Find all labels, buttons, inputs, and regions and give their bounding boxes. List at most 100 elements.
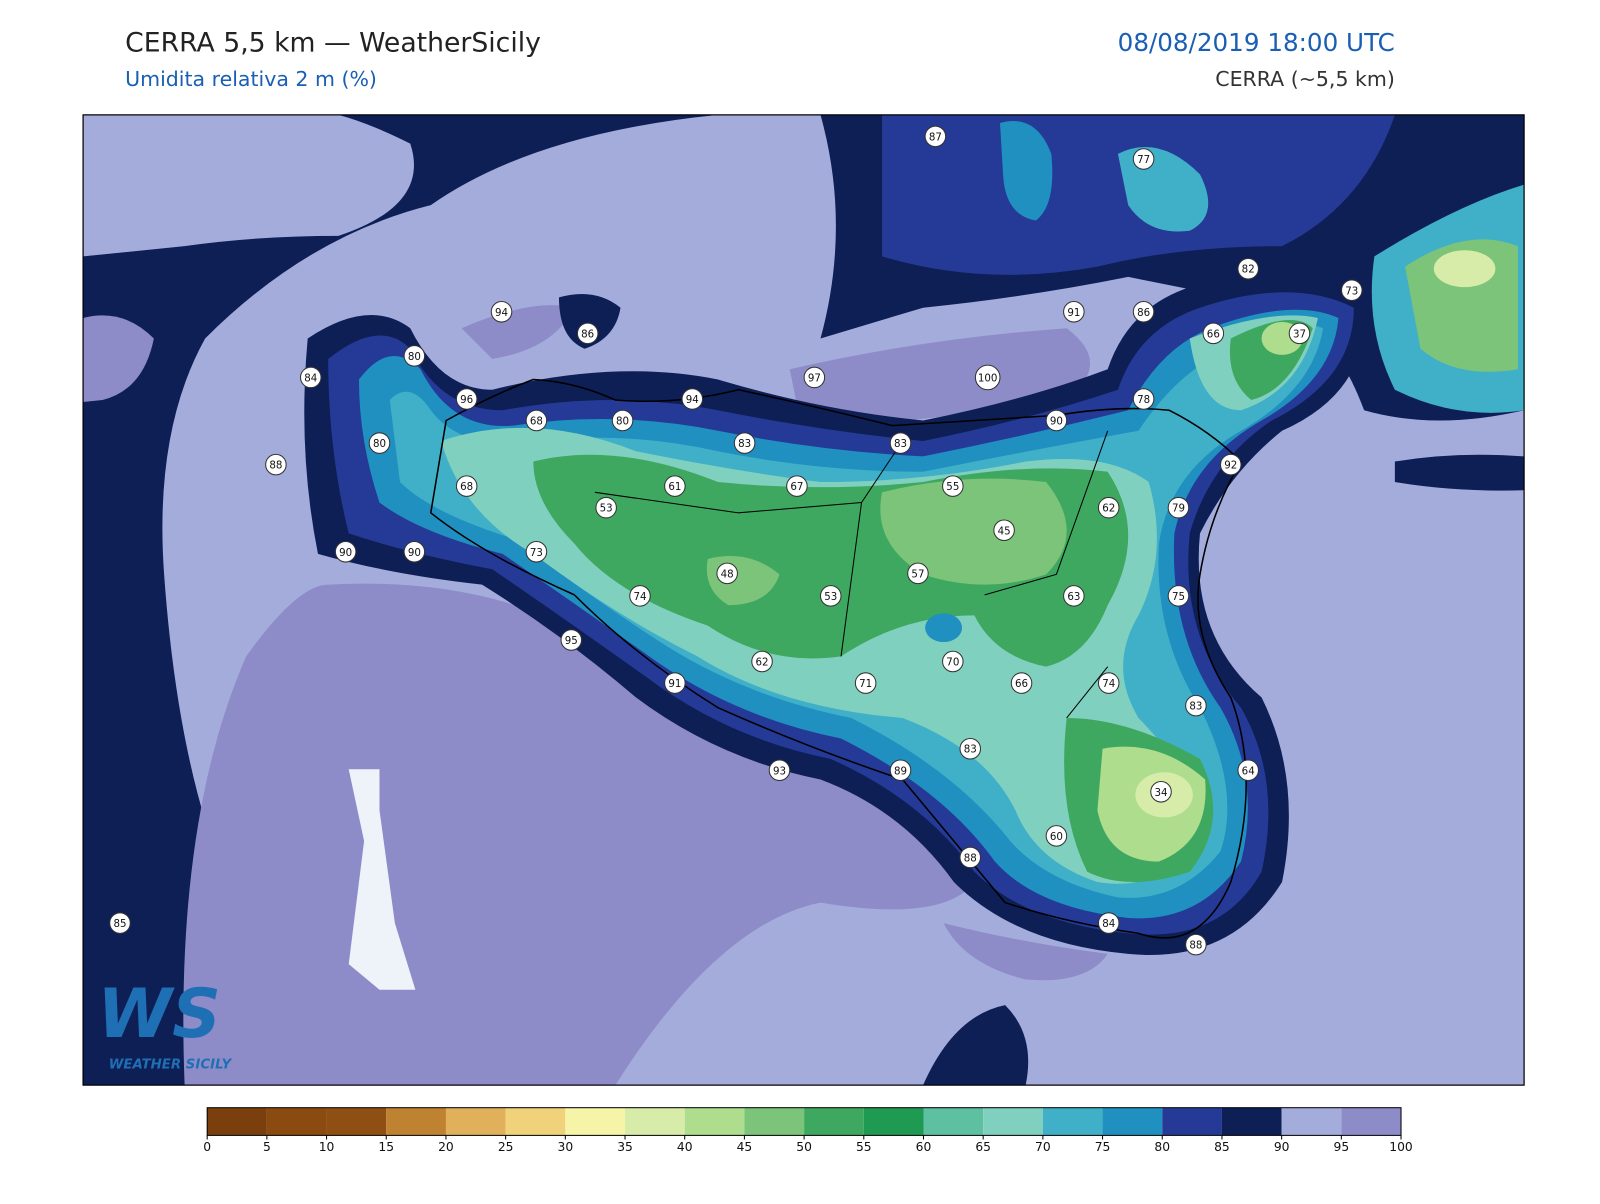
logo-name: WEATHER SICILY [109, 1058, 233, 1073]
colorbar-tick-label: 5 [263, 1140, 271, 1154]
station-value: 71 [859, 678, 872, 690]
colorbar-tick-label: 100 [1389, 1140, 1412, 1154]
station-marker [942, 475, 964, 497]
station-marker [490, 301, 513, 323]
station-marker [403, 345, 426, 367]
station-value: 82 [1242, 264, 1255, 276]
station-value: 55 [946, 481, 959, 493]
colorbar-segment [1042, 1107, 1103, 1136]
station-value: 91 [1067, 307, 1080, 319]
station-marker [820, 585, 842, 607]
station-marker [889, 759, 912, 782]
station-marker [786, 475, 808, 497]
station-value: 45 [998, 525, 1011, 537]
station-marker [664, 672, 686, 694]
station-value: 84 [304, 372, 317, 384]
station-marker [1063, 301, 1085, 323]
station-marker [751, 650, 773, 673]
station-value: 74 [1102, 678, 1115, 690]
colorbar-tick-label: 0 [203, 1140, 211, 1154]
colorbar-segment [445, 1107, 506, 1136]
station-value: 66 [1015, 678, 1028, 690]
station-value: 87 [929, 131, 942, 143]
station-value: 73 [1345, 285, 1358, 297]
colorbar-tick-label: 95 [1334, 1140, 1350, 1154]
colorbar-tick-label: 70 [1035, 1140, 1051, 1154]
colorbar-tick-label: 45 [737, 1140, 753, 1154]
station-marker [1185, 933, 1207, 956]
station-value: 94 [495, 307, 508, 319]
map-frame [82, 114, 1525, 1086]
station-value: 60 [1050, 831, 1063, 843]
station-marker [1010, 672, 1033, 694]
colorbar-tick-label: 25 [498, 1140, 514, 1154]
logo: WS WEATHER SICILY [97, 974, 232, 1073]
colorbar-tick-label: 15 [378, 1140, 394, 1154]
colorbar-segment [625, 1107, 685, 1136]
station-marker [959, 737, 982, 760]
station-value: 94 [686, 394, 699, 406]
station-marker [1132, 301, 1155, 323]
station-marker [455, 475, 478, 497]
station-value: 66 [1207, 328, 1220, 340]
colorbar-tick-label: 35 [617, 1140, 633, 1154]
station-value: 68 [460, 481, 473, 493]
station-marker [942, 650, 964, 673]
station-value: 62 [756, 657, 769, 669]
station-value: 53 [824, 591, 837, 603]
station-marker [1167, 496, 1190, 519]
station-value: 97 [808, 372, 821, 384]
station-marker [1045, 825, 1068, 847]
station-value: 37 [1293, 328, 1306, 340]
colorbar-segment [1102, 1107, 1163, 1136]
station-marker [907, 562, 929, 585]
station-marker [1237, 759, 1259, 782]
station-value: 84 [1102, 918, 1115, 930]
station-value: 86 [581, 328, 594, 340]
map [83, 114, 1525, 1086]
station-marker [1132, 148, 1155, 170]
station-value: 83 [1189, 701, 1202, 713]
station-marker [576, 322, 599, 345]
station-value: 83 [738, 438, 751, 450]
station-value: 68 [530, 416, 543, 428]
station-marker [1202, 322, 1225, 345]
station-value: 88 [1189, 940, 1202, 952]
colorbar-segment [266, 1107, 327, 1136]
colorbar-segment [326, 1107, 387, 1136]
colorbar-tick-label: 80 [1154, 1140, 1170, 1154]
station-marker [525, 541, 548, 563]
colorbar-tick-label: 40 [677, 1140, 693, 1154]
station-marker [611, 409, 634, 432]
station-value: 63 [1067, 591, 1080, 603]
station-value: 90 [408, 547, 421, 559]
station-value: 53 [600, 503, 613, 515]
station-marker [959, 846, 982, 869]
colorbar-tick-label: 50 [796, 1140, 812, 1154]
colorbar-segment [1341, 1107, 1402, 1136]
station-value: 74 [633, 591, 646, 603]
station-value: 62 [1102, 503, 1115, 515]
subtitle: Umidita relativa 2 m (%) [125, 67, 377, 91]
colorbar-segment [863, 1107, 924, 1136]
station-value: 90 [1050, 416, 1063, 428]
station-value: 91 [668, 678, 681, 690]
station-marker [1150, 781, 1172, 803]
station-marker [993, 519, 1015, 542]
colorbar-tick-label: 20 [438, 1140, 454, 1154]
station-marker [681, 388, 704, 410]
colorbar-tick-label: 55 [856, 1140, 872, 1154]
colorbar-segment [1162, 1107, 1222, 1136]
datetime: 08/08/2019 18:00 UTC [1118, 28, 1395, 57]
station-marker [1045, 409, 1068, 432]
colorbar-segment [207, 1107, 267, 1136]
stations: 87 77 82 73 94 86 91 86 66 37 80 84 97 100 96 94 78 68 80 9… [109, 125, 1363, 956]
colorbar-segment [386, 1107, 446, 1136]
model-label: CERRA (~5,5 km) [1215, 67, 1395, 91]
station-value: 79 [1172, 503, 1185, 515]
station-value: 89 [894, 765, 907, 777]
colorbar-tick-label: 85 [1214, 1140, 1230, 1154]
station-marker [334, 541, 357, 563]
colorbar-segment [744, 1107, 805, 1136]
station-marker [664, 475, 686, 497]
